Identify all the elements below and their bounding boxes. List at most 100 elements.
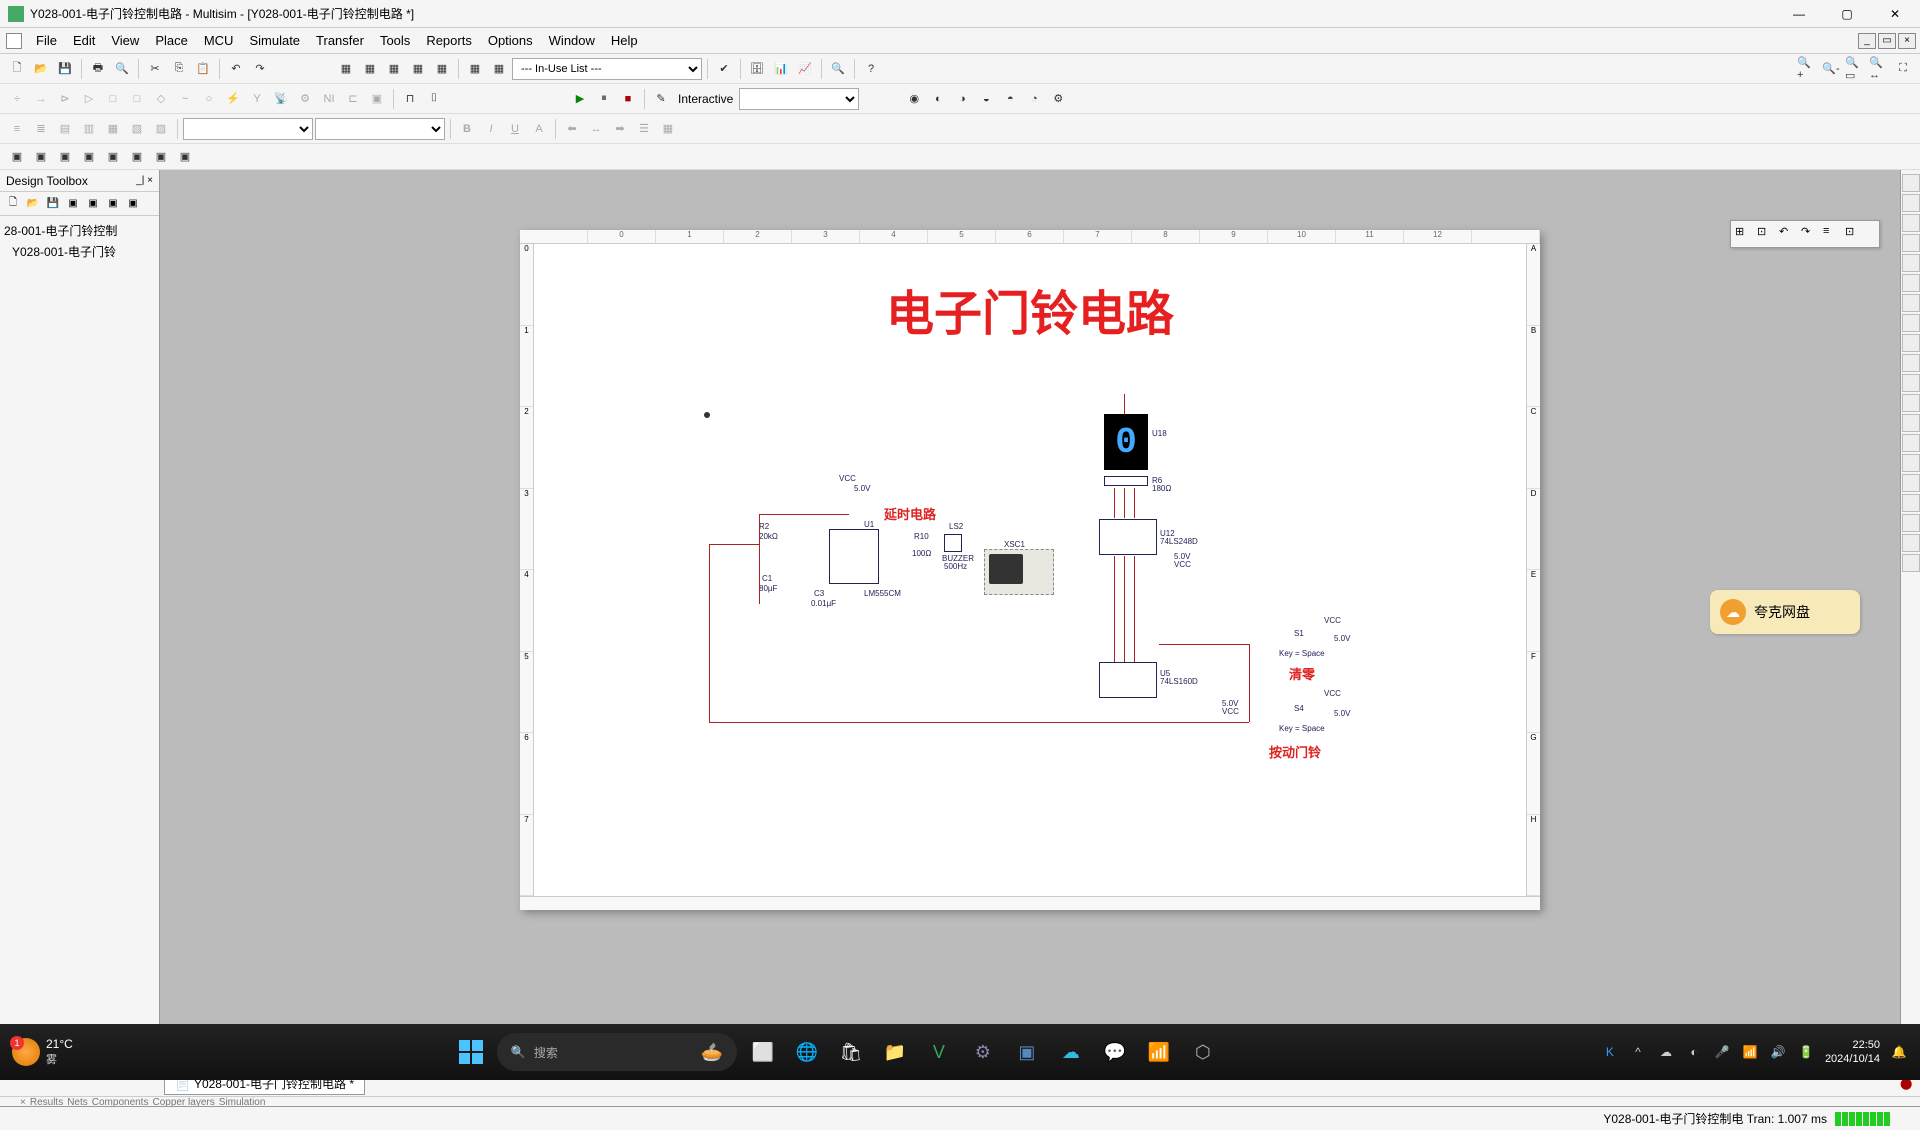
comp-btn-2[interactable]: ▦: [359, 58, 381, 80]
instr-tek[interactable]: [1902, 514, 1920, 532]
start-button[interactable]: [453, 1034, 489, 1070]
dt-save[interactable]: 💾: [44, 195, 62, 213]
list-button[interactable]: ☰: [633, 118, 655, 140]
fmt-6[interactable]: ▧: [126, 118, 148, 140]
place-basic[interactable]: ÷: [6, 88, 28, 110]
menu-simulate[interactable]: Simulate: [241, 30, 308, 51]
instr-wattmeter[interactable]: [1902, 214, 1920, 232]
place-mcu[interactable]: ▣: [366, 88, 388, 110]
analysis-3[interactable]: ◑: [951, 88, 973, 110]
virt-2[interactable]: ▣: [30, 146, 52, 168]
instr-freq[interactable]: [1902, 294, 1920, 312]
tree-item-1[interactable]: 28-001-电子门铃控制: [4, 220, 155, 241]
virt-4[interactable]: ▣: [78, 146, 100, 168]
mdi-close[interactable]: ×: [1898, 33, 1916, 49]
virt-1[interactable]: ▣: [6, 146, 28, 168]
instr-4ch[interactable]: [1902, 254, 1920, 272]
menu-edit[interactable]: Edit: [65, 30, 103, 51]
instr-distortion[interactable]: [1902, 394, 1920, 412]
sim-combo[interactable]: [739, 88, 859, 110]
italic-button[interactable]: I: [480, 118, 502, 140]
bold-button[interactable]: B: [456, 118, 478, 140]
explorer-icon[interactable]: 📁: [877, 1034, 913, 1070]
app-icon-2[interactable]: ⚙: [965, 1034, 1001, 1070]
comp-verify-button[interactable]: ✔: [713, 58, 735, 80]
seven-segment-display[interactable]: 0: [1104, 414, 1148, 470]
tray-app-1[interactable]: K: [1601, 1043, 1619, 1061]
virt-5[interactable]: ▣: [102, 146, 124, 168]
app-icon-4[interactable]: ⬡: [1185, 1034, 1221, 1070]
place-diode[interactable]: →: [30, 88, 52, 110]
place-elmech[interactable]: ⚙: [294, 88, 316, 110]
tray-onedrive-icon[interactable]: ☁: [1657, 1043, 1675, 1061]
instr-labview[interactable]: [1902, 534, 1920, 552]
analysis-7[interactable]: ⚙: [1047, 88, 1069, 110]
taskbar-clock[interactable]: 22:50 2024/10/14: [1825, 1038, 1880, 1067]
size-combo[interactable]: [315, 118, 445, 140]
weather-widget[interactable]: 1 21°C 雾: [0, 1037, 85, 1067]
menu-mcu[interactable]: MCU: [196, 30, 242, 51]
app-icon-1[interactable]: V: [921, 1034, 957, 1070]
tray-wifi-icon[interactable]: 📶: [1741, 1043, 1759, 1061]
interactive-icon[interactable]: ✎: [650, 88, 672, 110]
dt-open[interactable]: 📂: [24, 195, 42, 213]
analysis-5[interactable]: ◓: [999, 88, 1021, 110]
menu-transfer[interactable]: Transfer: [308, 30, 372, 51]
float-btn-2[interactable]: ⊡: [1757, 225, 1775, 243]
float-btn-1[interactable]: ⊞: [1735, 225, 1753, 243]
minimize-button[interactable]: —: [1782, 4, 1816, 24]
align-right[interactable]: ➡: [609, 118, 631, 140]
comp-btn-7[interactable]: ▦: [488, 58, 510, 80]
taskbar-search[interactable]: 🔍 搜索 🥧: [497, 1033, 737, 1071]
zoom-area-button[interactable]: 🔍▭: [1844, 58, 1866, 80]
fmt-5[interactable]: ▦: [102, 118, 124, 140]
undo-button[interactable]: ↶: [225, 58, 247, 80]
canvas-area[interactable]: 0123456789101112 01234567 ABCDEFGH 电子门铃电…: [160, 170, 1920, 1070]
menu-reports[interactable]: Reports: [418, 30, 480, 51]
virt-8[interactable]: ▣: [174, 146, 196, 168]
new-button[interactable]: 🗋: [6, 58, 28, 80]
redo-button[interactable]: ↷: [249, 58, 271, 80]
open-button[interactable]: 📂: [30, 58, 52, 80]
place-power[interactable]: ⚡: [222, 88, 244, 110]
instr-scope[interactable]: [1902, 234, 1920, 252]
instr-iv[interactable]: [1902, 374, 1920, 392]
edge-icon[interactable]: 🌐: [789, 1034, 825, 1070]
instr-logic-conv[interactable]: [1902, 354, 1920, 372]
schematic-sheet[interactable]: 0123456789101112 01234567 ABCDEFGH 电子门铃电…: [520, 230, 1540, 910]
dt-new[interactable]: 🗋: [4, 195, 22, 213]
menu-options[interactable]: Options: [480, 30, 541, 51]
place-hier[interactable]: ⌷: [423, 88, 445, 110]
menu-place[interactable]: Place: [147, 30, 196, 51]
tray-chevron-icon[interactable]: ^: [1629, 1043, 1647, 1061]
menu-view[interactable]: View: [103, 30, 147, 51]
place-ttl[interactable]: □: [102, 88, 124, 110]
instr-network[interactable]: [1902, 434, 1920, 452]
instr-agilent2[interactable]: [1902, 474, 1920, 492]
instr-wordgen[interactable]: [1902, 314, 1920, 332]
comp-btn-6[interactable]: ▦: [464, 58, 486, 80]
instr-current[interactable]: [1902, 554, 1920, 572]
instr-agilent1[interactable]: [1902, 454, 1920, 472]
save-button[interactable]: 💾: [54, 58, 76, 80]
mdi-restore[interactable]: ▭: [1878, 33, 1896, 49]
menu-tools[interactable]: Tools: [372, 30, 418, 51]
place-rf[interactable]: 📡: [270, 88, 292, 110]
virt-7[interactable]: ▣: [150, 146, 172, 168]
analysis-2[interactable]: ◐: [927, 88, 949, 110]
analysis-1[interactable]: ◉: [903, 88, 925, 110]
dt-6[interactable]: ▣: [104, 195, 122, 213]
fmt-3[interactable]: ▤: [54, 118, 76, 140]
store-icon[interactable]: 🛍: [833, 1034, 869, 1070]
stop-button[interactable]: ■: [617, 88, 639, 110]
menu-file[interactable]: File: [28, 30, 65, 51]
cloud-taskbar-icon[interactable]: ☁: [1053, 1034, 1089, 1070]
print-button[interactable]: 🖶: [87, 58, 109, 80]
oscilloscope[interactable]: [984, 549, 1054, 595]
tray-battery-icon[interactable]: 🔋: [1797, 1043, 1815, 1061]
table-button[interactable]: ▦: [657, 118, 679, 140]
place-conn[interactable]: ⊏: [342, 88, 364, 110]
instr-spectrum[interactable]: [1902, 414, 1920, 432]
help-button[interactable]: ?: [860, 58, 882, 80]
instr-logic-analyzer[interactable]: [1902, 334, 1920, 352]
